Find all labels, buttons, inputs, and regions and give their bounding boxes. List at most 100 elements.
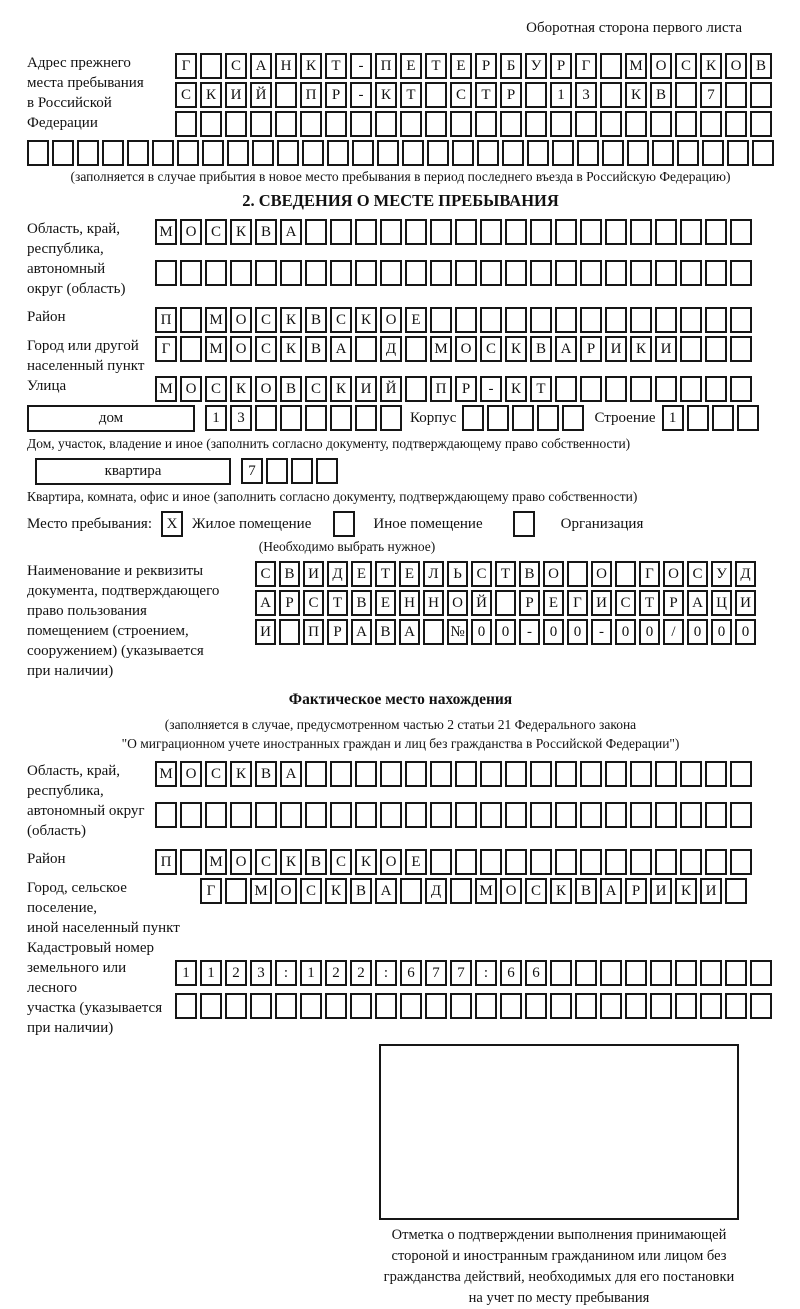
char-box[interactable]: И xyxy=(225,82,247,108)
char-box[interactable] xyxy=(475,111,497,137)
char-box[interactable] xyxy=(505,219,527,245)
char-box[interactable] xyxy=(567,561,588,587)
char-box[interactable] xyxy=(225,111,247,137)
char-box[interactable] xyxy=(600,53,622,79)
char-box[interactable] xyxy=(380,405,402,431)
char-box[interactable]: - xyxy=(519,619,540,645)
char-box[interactable]: Н xyxy=(399,590,420,616)
char-box[interactable]: Р xyxy=(279,590,300,616)
char-box[interactable]: Т xyxy=(639,590,660,616)
char-box[interactable] xyxy=(652,140,674,166)
char-box[interactable] xyxy=(480,802,502,828)
char-box[interactable] xyxy=(537,405,560,431)
char-box[interactable]: Д xyxy=(380,336,402,362)
char-box[interactable] xyxy=(430,260,452,286)
char-box[interactable] xyxy=(730,761,752,787)
char-box[interactable]: С xyxy=(330,307,352,333)
char-box[interactable]: К xyxy=(630,336,652,362)
char-box[interactable] xyxy=(530,219,552,245)
char-box[interactable] xyxy=(705,761,727,787)
char-box[interactable] xyxy=(330,219,352,245)
char-box[interactable] xyxy=(750,993,772,1019)
char-box[interactable] xyxy=(550,111,572,137)
char-box[interactable] xyxy=(452,140,474,166)
char-box[interactable] xyxy=(580,849,602,875)
char-box[interactable]: Е xyxy=(405,849,427,875)
char-box[interactable]: С xyxy=(615,590,636,616)
char-box[interactable] xyxy=(525,111,547,137)
char-box[interactable]: К xyxy=(355,307,377,333)
char-box[interactable] xyxy=(180,802,202,828)
char-box[interactable]: Г xyxy=(639,561,660,587)
char-box[interactable] xyxy=(427,140,449,166)
char-box[interactable] xyxy=(530,260,552,286)
char-box[interactable] xyxy=(700,960,722,986)
char-box[interactable]: 3 xyxy=(230,405,252,431)
char-box[interactable] xyxy=(555,376,577,402)
checkbox-organization[interactable] xyxy=(512,511,535,537)
char-box[interactable]: С xyxy=(303,590,324,616)
char-box[interactable]: М xyxy=(155,219,177,245)
char-box[interactable]: С xyxy=(450,82,472,108)
prev-address-row-4[interactable] xyxy=(27,140,774,166)
char-box[interactable] xyxy=(650,111,672,137)
char-box[interactable]: 6 xyxy=(400,960,422,986)
char-box[interactable] xyxy=(255,260,277,286)
char-box[interactable]: И xyxy=(591,590,612,616)
char-box[interactable]: О xyxy=(650,53,672,79)
char-box[interactable] xyxy=(680,761,702,787)
char-box[interactable]: Т xyxy=(375,561,396,587)
char-box[interactable]: В xyxy=(280,376,302,402)
house-type-box[interactable]: дом xyxy=(27,405,195,432)
char-box[interactable] xyxy=(600,111,622,137)
char-box[interactable] xyxy=(555,802,577,828)
char-box[interactable] xyxy=(280,260,302,286)
char-box[interactable]: О xyxy=(591,561,612,587)
char-box[interactable] xyxy=(680,219,702,245)
char-box[interactable]: К xyxy=(280,336,302,362)
char-box[interactable] xyxy=(405,376,427,402)
char-box[interactable] xyxy=(316,458,338,484)
char-box[interactable]: Е xyxy=(399,561,420,587)
char-box[interactable]: С xyxy=(225,53,247,79)
char-box[interactable] xyxy=(615,561,636,587)
char-box[interactable] xyxy=(425,82,447,108)
char-box[interactable]: 1 xyxy=(200,960,222,986)
char-box[interactable] xyxy=(375,993,397,1019)
char-box[interactable]: 3 xyxy=(250,960,272,986)
char-box[interactable] xyxy=(450,878,472,904)
char-box[interactable] xyxy=(505,802,527,828)
char-box[interactable] xyxy=(550,960,572,986)
char-box[interactable] xyxy=(250,993,272,1019)
char-box[interactable] xyxy=(380,219,402,245)
char-box[interactable] xyxy=(505,260,527,286)
char-box[interactable]: С xyxy=(525,878,547,904)
char-box[interactable] xyxy=(180,307,202,333)
char-box[interactable] xyxy=(155,802,177,828)
char-box[interactable]: - xyxy=(480,376,502,402)
char-box[interactable]: К xyxy=(325,878,347,904)
char-box[interactable] xyxy=(580,802,602,828)
char-box[interactable] xyxy=(230,260,252,286)
char-box[interactable] xyxy=(505,761,527,787)
char-box[interactable] xyxy=(525,82,547,108)
char-box[interactable] xyxy=(380,802,402,828)
char-box[interactable]: 0 xyxy=(471,619,492,645)
char-box[interactable] xyxy=(200,53,222,79)
char-box[interactable] xyxy=(650,960,672,986)
char-box[interactable]: : xyxy=(475,960,497,986)
char-box[interactable]: Т xyxy=(425,53,447,79)
char-box[interactable]: К xyxy=(200,82,222,108)
char-box[interactable]: Е xyxy=(400,53,422,79)
char-box[interactable] xyxy=(327,140,349,166)
char-box[interactable]: Г xyxy=(200,878,222,904)
